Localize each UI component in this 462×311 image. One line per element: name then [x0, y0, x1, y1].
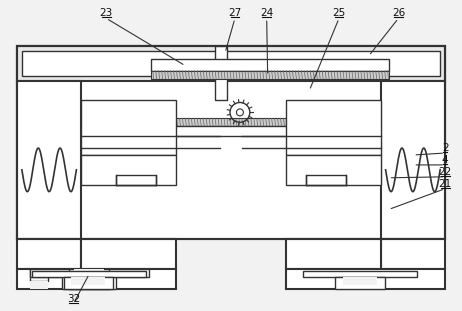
Bar: [30, 269, 149, 277]
Bar: [151, 71, 389, 79]
Bar: [30, 269, 48, 281]
Bar: [215, 46, 227, 100]
Bar: [306, 175, 346, 185]
Bar: [61, 277, 116, 289]
Bar: [17, 239, 81, 269]
Bar: [72, 277, 105, 285]
Text: 23: 23: [99, 8, 113, 18]
Bar: [81, 100, 176, 155]
Bar: [343, 277, 377, 285]
Bar: [116, 175, 156, 185]
Bar: [22, 51, 440, 76]
Text: 24: 24: [260, 8, 274, 18]
Text: 27: 27: [228, 8, 242, 18]
Bar: [30, 281, 48, 289]
Bar: [69, 269, 109, 289]
Text: 2: 2: [442, 143, 449, 153]
Bar: [17, 46, 445, 239]
Text: 25: 25: [332, 8, 346, 18]
Bar: [381, 239, 445, 269]
Text: 21: 21: [438, 179, 452, 189]
Text: 4: 4: [442, 155, 449, 165]
Bar: [63, 277, 113, 289]
Bar: [32, 271, 146, 277]
Bar: [67, 277, 111, 285]
Bar: [286, 269, 445, 289]
Bar: [74, 269, 104, 289]
Text: 26: 26: [392, 8, 405, 18]
Bar: [335, 277, 385, 289]
Bar: [304, 271, 417, 277]
Bar: [17, 46, 445, 239]
Bar: [286, 239, 381, 269]
Bar: [381, 81, 445, 239]
Bar: [17, 81, 81, 239]
Bar: [17, 46, 445, 81]
Bar: [81, 155, 176, 185]
Bar: [151, 126, 389, 136]
Bar: [286, 100, 381, 155]
Bar: [81, 239, 176, 269]
Bar: [151, 118, 389, 126]
Text: 22: 22: [438, 167, 452, 177]
Text: 32: 32: [67, 294, 80, 304]
Bar: [151, 59, 389, 71]
Bar: [17, 269, 176, 289]
Bar: [286, 155, 381, 185]
